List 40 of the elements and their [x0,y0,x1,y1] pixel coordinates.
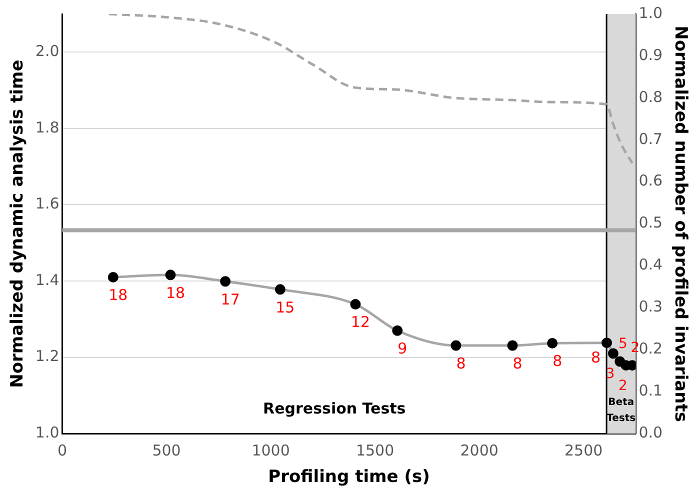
y2-tick-label: 0.7 [638,130,663,148]
y-tick-label: 1.6 [35,194,60,213]
y-tick-label: 2.0 [35,42,60,60]
x-tick-label: 1500 [356,441,394,460]
y-tick-label: 1.0 [35,423,60,442]
y-tick-label: 1.4 [35,270,60,289]
annotation: 2 [618,378,628,394]
line-series [108,14,634,164]
x-tick-label: 0 [57,441,68,460]
y2-tick-label: 0.5 [638,214,663,232]
x-tick-label: 2500 [564,441,603,460]
y2-axis-title: Normalized number of profiled invariants [670,26,690,422]
y2-tick-label: 0.6 [638,172,663,190]
annotation: 8 [590,348,601,367]
y-axis-title: Normalized dynamic analysis time [8,60,28,388]
y2-tick-label: 0.2 [638,340,663,358]
annotation: 8 [456,354,466,372]
x-tick-label: 500 [152,441,181,460]
annotation: 12 [350,313,370,332]
x-axis-title: Profiling time (s) [268,467,430,488]
y-tick-label: 1.8 [35,118,60,136]
y2-tick-label: 0.9 [638,46,663,64]
annotation: 5 [618,336,628,352]
annotation: Regression Tests [263,399,406,418]
x-tick-label: 2000 [460,441,498,460]
y2-tick-label: 0.3 [638,298,663,316]
y2-tick-label: 0.4 [638,256,663,274]
annotation: 8 [552,352,562,370]
y2-tick-label: 1.0 [638,4,663,22]
annotation: 17 [220,290,240,308]
y-tick-label: 1.2 [35,347,60,366]
y2-tick-label: 0.1 [638,382,663,400]
x-tick-label: 1000 [252,441,290,460]
y2-tick-label: 0.0 [638,423,663,442]
annotation: 15 [276,298,295,316]
annotation: 9 [398,340,408,358]
annotation: 18 [108,286,128,304]
annotation: 8 [512,354,522,372]
annotation: 18 [166,284,186,302]
y2-tick-label: 0.8 [638,88,663,106]
